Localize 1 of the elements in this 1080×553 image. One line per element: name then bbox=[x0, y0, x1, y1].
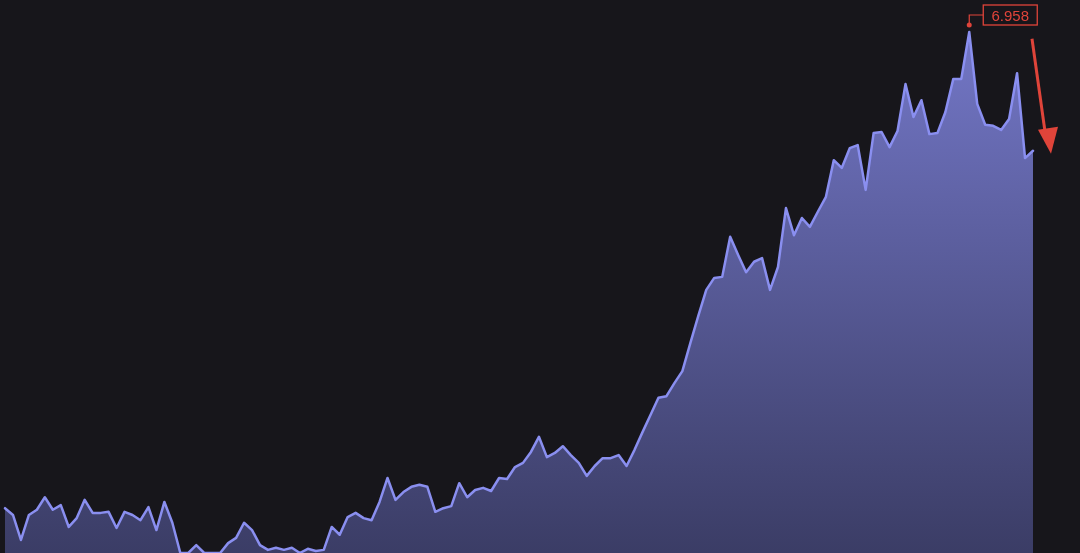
text: 6.958 bbox=[991, 6, 1030, 24]
